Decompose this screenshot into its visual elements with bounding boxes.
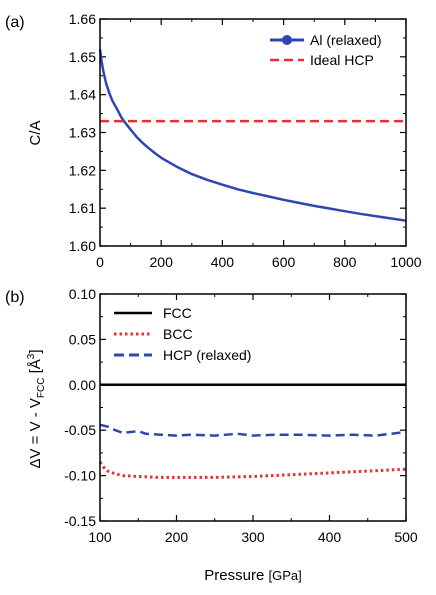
x-tick-label: 600 <box>272 254 296 270</box>
y-tick-label: -0.05 <box>64 422 96 438</box>
x-axis-label-unit: [GPa] <box>268 568 301 583</box>
x-tick-label: 100 <box>88 529 112 545</box>
ylabel-superscript: 3 <box>26 353 37 359</box>
x-tick-label: 200 <box>165 529 189 545</box>
panel-a-ticks: 0 200 400 600 800 1000 1.60 1.61 1.62 1.63 1.64 1.6… <box>69 11 422 270</box>
ylabel-main: ΔV = V - V <box>27 398 44 468</box>
ylabel-unit-close: ] <box>27 349 44 353</box>
legend-label-bcc: BCC <box>163 326 193 342</box>
x-axis-label-text: Pressure <box>204 567 264 584</box>
y-tick-label: 1.66 <box>69 11 96 27</box>
panel-b-series <box>98 383 407 479</box>
panel-a-frame <box>99 18 407 247</box>
y-tick-label: 1.65 <box>69 49 96 65</box>
x-tick-label: 1000 <box>390 254 421 270</box>
y-tick-label: 1.60 <box>69 238 96 254</box>
y-tick-label: -0.10 <box>64 468 96 484</box>
x-tick-label: 500 <box>394 529 418 545</box>
panel-a-label: (a) <box>5 14 25 31</box>
panel-b-frame <box>99 293 407 522</box>
legend-marker-al-relaxed <box>282 35 292 45</box>
x-tick-label: 200 <box>150 254 174 270</box>
panel-b-legend: FCC BCC HCP (relaxed) <box>114 305 251 363</box>
panel-a-ylabel: C/A <box>27 120 44 145</box>
y-tick-label: 1.64 <box>69 87 96 103</box>
y-tick-label: 1.61 <box>69 200 96 216</box>
panel-b-label: (b) <box>5 289 25 306</box>
panel-a-legend: Al (relaxed) Ideal HCP <box>270 32 382 68</box>
legend-label-fcc: FCC <box>163 305 192 321</box>
legend-label-al-relaxed: Al (relaxed) <box>310 32 382 48</box>
y-tick-label: -0.15 <box>64 513 96 529</box>
ylabel-subscript: FCC <box>36 378 47 399</box>
y-tick-label: 0.00 <box>69 377 96 393</box>
panel-b-ylabel: ΔV = V - VFCC [Å3] <box>26 349 47 468</box>
panel-b-ticks: 100 200 300 400 500 -0.15 -0.10 -0.05 0.00 0.05 0.… <box>64 286 418 545</box>
x-tick-label: 400 <box>211 254 235 270</box>
series-line-al-relaxed <box>98 49 407 222</box>
legend-label-ideal-hcp: Ideal HCP <box>310 52 374 68</box>
panel-a-series <box>98 49 407 222</box>
ylabel-unit-open: [Å <box>27 359 44 377</box>
y-tick-label: 0.10 <box>69 286 96 302</box>
series-line-hcp-relaxed <box>99 423 407 437</box>
y-tick-label: 1.62 <box>69 162 96 178</box>
x-tick-label: 400 <box>318 529 342 545</box>
x-tick-label: 800 <box>333 254 357 270</box>
x-tick-label: 0 <box>96 254 104 270</box>
y-tick-label: 1.63 <box>69 125 96 141</box>
panel-b-chart: (b) ΔV = V - VFCC [Å3] 100 200 300 400 500-0… <box>5 286 418 545</box>
legend-label-hcp-relaxed: HCP (relaxed) <box>163 347 251 363</box>
panel-a-chart: (a) C/A 0 200 400 600 800 1000 1.60 1.61 1.62 1.6… <box>5 11 422 270</box>
x-tick-label: 300 <box>241 529 265 545</box>
y-tick-label: 0.05 <box>69 331 96 347</box>
series-line-bcc <box>98 461 407 479</box>
x-axis-label: Pressure [GPa] <box>204 567 301 584</box>
